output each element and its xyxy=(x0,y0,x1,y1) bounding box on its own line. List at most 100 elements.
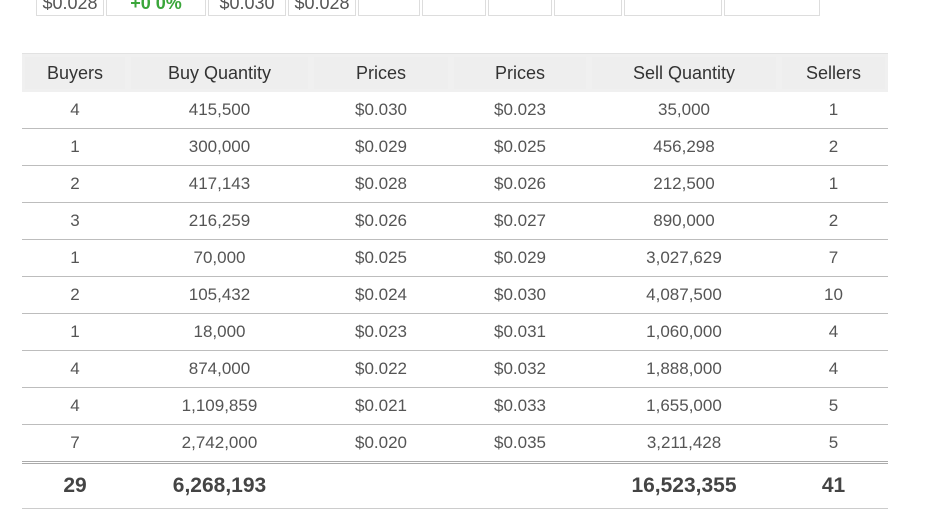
table-row: 4 415,500 $0.030 $0.023 35,000 1 xyxy=(22,92,888,129)
buy-quantity-cell: 2,742,000 xyxy=(128,425,311,464)
strip-cell-value: $0.028 xyxy=(42,0,98,13)
buy-quantity-cell: 415,500 xyxy=(128,92,311,129)
sell-price-cell: $0.030 xyxy=(451,277,589,314)
buyers-cell: 2 xyxy=(22,166,128,203)
header-label: Prices xyxy=(314,57,448,89)
sell-quantity-cell: 4,087,500 xyxy=(589,277,779,314)
table-body: 4 415,500 $0.030 $0.023 35,000 1 1 300,000 $0.02… xyxy=(22,92,888,464)
sell-price-cell: $0.026 xyxy=(451,166,589,203)
sell-quantity-cell: 1,060,000 xyxy=(589,314,779,351)
table-row: 7 2,742,000 $0.020 $0.035 3,211,428 5 xyxy=(22,425,888,464)
sell-quantity-cell: 3,211,428 xyxy=(589,425,779,464)
sellers-cell: 1 xyxy=(779,92,888,129)
buyers-cell: 1 xyxy=(22,129,128,166)
strip-cell xyxy=(358,0,420,16)
strip-cell: +0 0% xyxy=(106,0,206,16)
buy-quantity-cell: 1,109,859 xyxy=(128,388,311,425)
table-row: 1 300,000 $0.029 $0.025 456,298 2 xyxy=(22,129,888,166)
strip-cell xyxy=(724,0,820,16)
sell-quantity-cell: 212,500 xyxy=(589,166,779,203)
buyers-cell: 3 xyxy=(22,203,128,240)
table-row: 4 1,109,859 $0.021 $0.033 1,655,000 5 xyxy=(22,388,888,425)
sell-price-cell: $0.023 xyxy=(451,92,589,129)
buy-quantity-cell: 300,000 xyxy=(128,129,311,166)
header-label: Prices xyxy=(454,57,586,89)
sellers-cell: 4 xyxy=(779,351,888,388)
header-buyers[interactable]: Buyers xyxy=(22,53,128,92)
strip-cell: $0.028 xyxy=(36,0,104,16)
totals-row: 29 6,268,193 16,523,355 41 xyxy=(22,464,888,509)
sellers-cell: 1 xyxy=(779,166,888,203)
sellers-cell: 5 xyxy=(779,425,888,464)
table-header-row: Buyers Buy Quantity Prices Prices Sell Q… xyxy=(22,53,888,92)
total-sell-prices xyxy=(451,464,589,509)
header-label: Sellers xyxy=(782,57,885,89)
sellers-cell: 4 xyxy=(779,314,888,351)
buy-price-cell: $0.020 xyxy=(311,425,451,464)
sell-quantity-cell: 3,027,629 xyxy=(589,240,779,277)
strip-cell xyxy=(624,0,722,16)
table-row: 2 417,143 $0.028 $0.026 212,500 1 xyxy=(22,166,888,203)
buyers-cell: 4 xyxy=(22,388,128,425)
header-sellers[interactable]: Sellers xyxy=(779,53,888,92)
buyers-cell: 7 xyxy=(22,425,128,464)
buy-quantity-cell: 417,143 xyxy=(128,166,311,203)
buy-price-cell: $0.026 xyxy=(311,203,451,240)
buy-price-cell: $0.030 xyxy=(311,92,451,129)
strip-cell xyxy=(488,0,552,16)
sell-price-cell: $0.032 xyxy=(451,351,589,388)
market-depth-table: Buyers Buy Quantity Prices Prices Sell Q… xyxy=(22,53,888,509)
buy-price-cell: $0.029 xyxy=(311,129,451,166)
total-sell-quantity: 16,523,355 xyxy=(589,464,779,509)
buy-quantity-cell: 216,259 xyxy=(128,203,311,240)
buyers-cell: 4 xyxy=(22,92,128,129)
sell-price-cell: $0.025 xyxy=(451,129,589,166)
sell-quantity-cell: 1,888,000 xyxy=(589,351,779,388)
table-row: 1 18,000 $0.023 $0.031 1,060,000 4 xyxy=(22,314,888,351)
buy-price-cell: $0.023 xyxy=(311,314,451,351)
sellers-cell: 5 xyxy=(779,388,888,425)
table-row: 2 105,432 $0.024 $0.030 4,087,500 10 xyxy=(22,277,888,314)
header-sell-quantity[interactable]: Sell Quantity xyxy=(589,53,779,92)
buyers-cell: 1 xyxy=(22,314,128,351)
buy-quantity-cell: 70,000 xyxy=(128,240,311,277)
header-sell-prices[interactable]: Prices xyxy=(451,53,589,92)
total-buyers: 29 xyxy=(22,464,128,509)
strip-cell xyxy=(554,0,622,16)
buy-price-cell: $0.021 xyxy=(311,388,451,425)
strip-cell-value: $0.028 xyxy=(294,0,350,13)
buy-quantity-cell: 105,432 xyxy=(128,277,311,314)
total-sellers: 41 xyxy=(779,464,888,509)
buy-price-cell: $0.024 xyxy=(311,277,451,314)
buy-quantity-cell: 874,000 xyxy=(128,351,311,388)
buyers-cell: 4 xyxy=(22,351,128,388)
header-label: Buyers xyxy=(25,57,125,89)
sell-price-cell: $0.029 xyxy=(451,240,589,277)
header-label: Buy Quantity xyxy=(131,57,308,89)
buy-price-cell: $0.025 xyxy=(311,240,451,277)
sellers-cell: 2 xyxy=(779,203,888,240)
table-row: 4 874,000 $0.022 $0.032 1,888,000 4 xyxy=(22,351,888,388)
total-buy-prices xyxy=(311,464,451,509)
sell-quantity-cell: 456,298 xyxy=(589,129,779,166)
buyers-cell: 2 xyxy=(22,277,128,314)
sell-quantity-cell: 1,655,000 xyxy=(589,388,779,425)
header-buy-prices[interactable]: Prices xyxy=(311,53,451,92)
sellers-cell: 7 xyxy=(779,240,888,277)
strip-cell-value: $0.030 xyxy=(219,0,275,13)
strip-cell: $0.030 xyxy=(208,0,286,16)
buy-price-cell: $0.022 xyxy=(311,351,451,388)
total-buy-quantity: 6,268,193 xyxy=(128,464,311,509)
sellers-cell: 10 xyxy=(779,277,888,314)
sell-price-cell: $0.033 xyxy=(451,388,589,425)
table-row: 1 70,000 $0.025 $0.029 3,027,629 7 xyxy=(22,240,888,277)
sell-quantity-cell: 35,000 xyxy=(589,92,779,129)
table-row: 3 216,259 $0.026 $0.027 890,000 2 xyxy=(22,203,888,240)
header-buy-quantity[interactable]: Buy Quantity xyxy=(128,53,311,92)
header-label: Sell Quantity xyxy=(592,57,776,89)
buyers-cell: 1 xyxy=(22,240,128,277)
buy-price-cell: $0.028 xyxy=(311,166,451,203)
sell-price-cell: $0.027 xyxy=(451,203,589,240)
strip-cell: $0.028 xyxy=(288,0,356,16)
sell-quantity-cell: 890,000 xyxy=(589,203,779,240)
